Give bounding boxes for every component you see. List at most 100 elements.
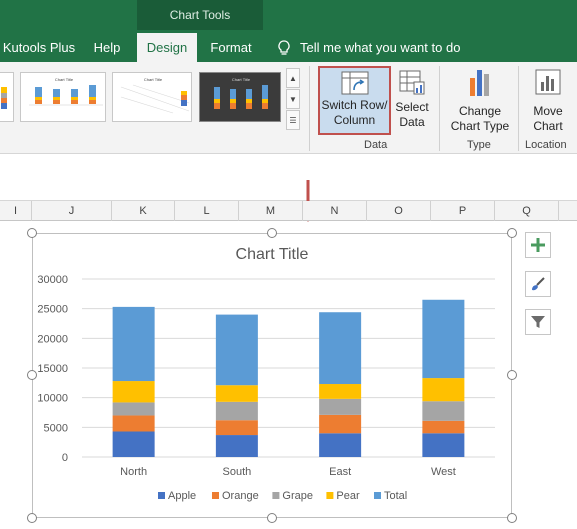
lightbulb-icon	[278, 39, 290, 55]
resize-handle[interactable]	[27, 513, 37, 523]
column-header[interactable]: P	[431, 201, 495, 221]
column-header[interactable]: I	[0, 201, 32, 221]
tab-format[interactable]: Format	[210, 40, 252, 55]
select-data-label: Select Data	[395, 100, 429, 129]
resize-handle[interactable]	[507, 513, 517, 523]
bar-segment[interactable]	[112, 415, 155, 432]
bar-segment[interactable]	[112, 402, 155, 416]
chart-styles-button[interactable]	[525, 271, 551, 297]
resize-handle[interactable]	[27, 228, 37, 238]
tell-me-text: Tell me what you want to do	[300, 40, 461, 55]
bar-segment[interactable]	[319, 384, 362, 399]
resize-handle[interactable]	[267, 513, 277, 523]
bar-segment[interactable]	[319, 398, 362, 415]
x-tick-label: North	[120, 466, 147, 478]
tab-design[interactable]: Design	[137, 33, 197, 62]
legend-label[interactable]: Orange	[222, 490, 259, 502]
gallery-scroll-up[interactable]: ▲	[286, 68, 300, 88]
bar-segment[interactable]	[422, 420, 465, 434]
resize-handle[interactable]	[27, 370, 37, 380]
change-chart-type-button[interactable]: Change Chart Type	[447, 68, 513, 134]
thumb-title: Chart Title	[55, 77, 74, 82]
bar-segment[interactable]	[422, 401, 465, 421]
change-chart-type-label: Change Chart Type	[450, 104, 510, 133]
switch-row-column-button[interactable]: Switch Row/ Column	[318, 66, 391, 135]
legend-label[interactable]: Grape	[282, 490, 313, 502]
resize-handle[interactable]	[507, 228, 517, 238]
y-tick-label: 15000	[37, 363, 68, 375]
select-data-button[interactable]: Select Data	[393, 68, 431, 130]
column-header[interactable]: L	[175, 201, 239, 221]
x-tick-label: West	[431, 466, 456, 478]
chart-filters-button[interactable]	[525, 309, 551, 335]
legend-swatch	[272, 492, 280, 499]
tab-help[interactable]: Help	[93, 40, 121, 55]
column-header[interactable]: M	[239, 201, 303, 221]
switch-row-column-label: Switch Row/ Column	[321, 98, 388, 127]
x-tick-label: East	[329, 466, 351, 478]
chart-style-thumb-2[interactable]: Chart Title	[20, 72, 106, 122]
move-chart-icon	[535, 69, 561, 95]
tab-kutools-plus[interactable]: Kutools Plus	[2, 40, 76, 55]
legend-label[interactable]: Pear	[336, 490, 360, 502]
move-chart-label: Move Chart	[533, 104, 563, 133]
gallery-more[interactable]: ☰	[286, 110, 300, 130]
column-header[interactable]: N	[303, 201, 367, 221]
ribbon-tab-bar	[0, 0, 577, 62]
formula-bar-area	[0, 155, 577, 201]
legend-label[interactable]: Apple	[168, 490, 196, 502]
legend-swatch	[158, 492, 165, 499]
chart-style-thumb-3[interactable]: Chart Title	[112, 72, 192, 122]
y-tick-label: 30000	[37, 274, 68, 286]
column-header[interactable]: J	[32, 201, 112, 221]
bar-segment[interactable]	[319, 312, 362, 385]
change-chart-type-icon	[470, 70, 489, 96]
tell-me-search[interactable]: Tell me what you want to do	[278, 33, 460, 62]
move-chart-button[interactable]: Move Chart	[526, 68, 570, 134]
bar-segment[interactable]	[422, 378, 465, 402]
mini-chart-icon: Chart Title	[29, 77, 103, 106]
bar-segment[interactable]	[215, 385, 258, 402]
brush-icon	[532, 277, 545, 291]
bar-segment[interactable]	[112, 381, 155, 403]
chart-title[interactable]: Chart Title	[236, 246, 309, 263]
group-label-type: Type	[467, 139, 491, 151]
chart-style-thumb-1[interactable]	[0, 72, 14, 122]
resize-handle[interactable]	[267, 228, 277, 238]
filter-icon	[531, 316, 545, 328]
bar-segment[interactable]	[215, 420, 258, 436]
chart-style-thumb-4[interactable]: Chart Title	[199, 72, 281, 122]
legend-label[interactable]: Total	[384, 490, 407, 502]
resize-handle[interactable]	[507, 370, 517, 380]
y-tick-label: 20000	[37, 333, 68, 345]
plus-icon	[531, 238, 545, 252]
chart-tools-context-label: Chart Tools	[137, 0, 263, 30]
group-divider	[518, 66, 519, 151]
mini-chart-icon: Chart Title	[214, 77, 268, 109]
bar-segment[interactable]	[319, 414, 362, 434]
bar-segment[interactable]	[215, 314, 258, 386]
bar-segment[interactable]	[112, 431, 155, 457]
column-header[interactable]: Q	[495, 201, 559, 221]
bar-segment[interactable]	[422, 299, 465, 379]
bar-segment[interactable]	[319, 433, 362, 457]
y-tick-label: 5000	[44, 422, 68, 434]
group-label-location: Location	[525, 139, 567, 151]
y-tick-label: 10000	[37, 393, 68, 405]
thumb-title: Chart Title	[144, 77, 163, 82]
column-header[interactable]: K	[112, 201, 175, 221]
column-header-row	[0, 201, 577, 221]
bar-segment[interactable]	[422, 433, 465, 457]
bar-segment[interactable]	[215, 401, 258, 421]
y-tick-label: 25000	[37, 304, 68, 316]
bar-segment[interactable]	[112, 306, 155, 382]
legend-swatch	[374, 492, 381, 499]
gallery-scroll-down[interactable]: ▼	[286, 89, 300, 109]
group-divider	[439, 66, 440, 151]
chart-elements-button[interactable]	[525, 232, 551, 258]
switch-row-column-icon	[341, 71, 368, 95]
column-header[interactable]: O	[367, 201, 431, 221]
mini-chart-icon	[1, 87, 7, 109]
bar-segment[interactable]	[215, 435, 258, 457]
stacked-column-chart[interactable]: Chart Title 0 5000 10000 15000 20000 25000 3000…	[32, 233, 512, 518]
